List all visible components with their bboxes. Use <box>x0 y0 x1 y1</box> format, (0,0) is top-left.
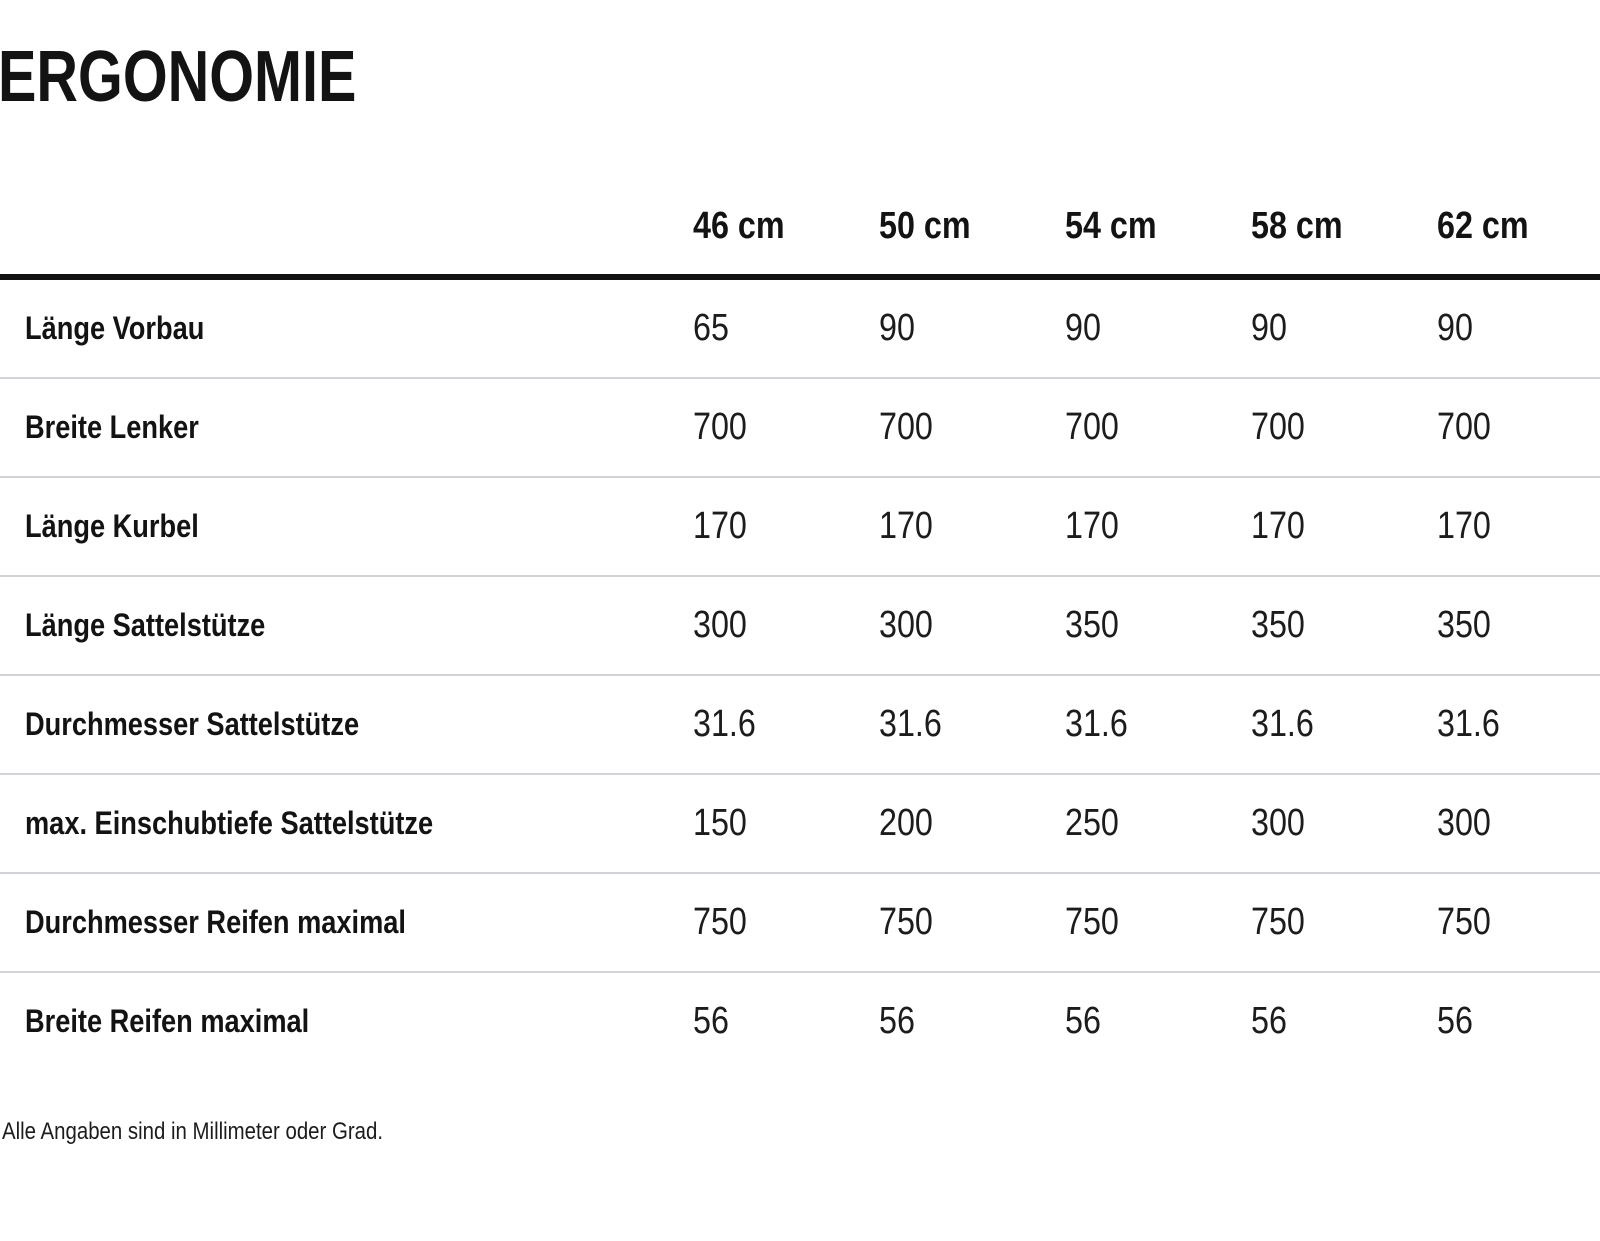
column-header-54cm: 54 cm <box>1065 113 1251 280</box>
cell-value: 170 <box>1437 478 1600 577</box>
cell-value: 31.6 <box>1065 676 1251 775</box>
cell-value: 700 <box>1437 379 1600 478</box>
column-header-50cm: 50 cm <box>879 113 1065 280</box>
spec-table: 46 cm 50 cm 54 cm 58 cm 62 cm Länge Vorb… <box>0 113 1600 1070</box>
cell-value: 350 <box>1251 577 1437 676</box>
cell-value: 31.6 <box>693 676 879 775</box>
table-row-breite-reifen: Breite Reifen maximal 56 56 56 56 56 <box>0 973 1600 1070</box>
row-label: Breite Reifen maximal <box>25 1003 310 1039</box>
column-header-62cm: 62 cm <box>1437 113 1600 280</box>
cell-value: 750 <box>1065 874 1251 973</box>
table-row-laenge-kurbel: Länge Kurbel 170 170 170 170 170 <box>0 478 1600 577</box>
table-row-laenge-vorbau: Länge Vorbau 65 90 90 90 90 <box>0 280 1600 379</box>
cell-value: 56 <box>879 1000 915 1042</box>
cell-value: 170 <box>693 478 879 577</box>
header-empty-cell <box>0 113 693 280</box>
table-row-einschubtiefe-sattelstuetze: max. Einschubtiefe Sattelstütze 150 200 … <box>0 775 1600 874</box>
cell-value: 700 <box>879 379 1065 478</box>
cell-value: 170 <box>1065 478 1251 577</box>
cell-value: 56 <box>693 1000 729 1042</box>
cell-value: 750 <box>1437 874 1600 973</box>
page-title: ERGONOMIE <box>0 37 357 117</box>
table-row-breite-lenker: Breite Lenker 700 700 700 700 700 <box>0 379 1600 478</box>
cell-value: 170 <box>1251 478 1437 577</box>
cell-value: 170 <box>879 478 1065 577</box>
column-header-58cm: 58 cm <box>1251 113 1437 280</box>
cell-value: 31.6 <box>1251 676 1437 775</box>
footnote: Alle Angaben sind in Millimeter oder Gra… <box>2 1118 383 1145</box>
cell-value: 750 <box>693 874 879 973</box>
cell-value: 300 <box>879 577 1065 676</box>
row-label: Durchmesser Sattelstütze <box>0 676 693 775</box>
ergonomics-section: ERGONOMIE 46 cm 50 cm 54 cm 58 cm 62 cm … <box>0 41 1600 1146</box>
cell-value: 56 <box>1437 1000 1473 1042</box>
row-label: max. Einschubtiefe Sattelstütze <box>0 775 693 874</box>
table-row-laenge-sattelstuetze: Länge Sattelstütze 300 300 350 350 350 <box>0 577 1600 676</box>
column-header-46cm: 46 cm <box>693 113 879 280</box>
row-label: Breite Lenker <box>0 379 693 478</box>
cell-value: 300 <box>693 577 879 676</box>
cell-value: 300 <box>1251 775 1437 874</box>
cell-value: 350 <box>1437 577 1600 676</box>
cell-value: 250 <box>1065 775 1251 874</box>
row-label: Länge Sattelstütze <box>0 577 693 676</box>
row-label: Länge Kurbel <box>0 478 693 577</box>
cell-value: 700 <box>1251 379 1437 478</box>
cell-value: 750 <box>1251 874 1437 973</box>
cell-value: 90 <box>1065 280 1251 379</box>
cell-value: 56 <box>1065 1000 1101 1042</box>
row-label: Durchmesser Reifen maximal <box>0 874 693 973</box>
cell-value: 300 <box>1437 775 1600 874</box>
cell-value: 31.6 <box>879 676 1065 775</box>
cell-value: 750 <box>879 874 1065 973</box>
cell-value: 150 <box>693 775 879 874</box>
cell-value: 31.6 <box>1437 676 1600 775</box>
cell-value: 65 <box>693 280 879 379</box>
cell-value: 200 <box>879 775 1065 874</box>
header-row: 46 cm 50 cm 54 cm 58 cm 62 cm <box>0 113 1600 280</box>
cell-value: 700 <box>1065 379 1251 478</box>
cell-value: 700 <box>693 379 879 478</box>
cell-value: 350 <box>1065 577 1251 676</box>
table-row-durchmesser-reifen: Durchmesser Reifen maximal 750 750 750 7… <box>0 874 1600 973</box>
cell-value: 56 <box>1251 1000 1287 1042</box>
cell-value: 90 <box>1251 280 1437 379</box>
cell-value: 90 <box>1437 280 1600 379</box>
table-row-durchmesser-sattelstuetze: Durchmesser Sattelstütze 31.6 31.6 31.6 … <box>0 676 1600 775</box>
row-label: Länge Vorbau <box>0 280 693 379</box>
cell-value: 90 <box>879 280 1065 379</box>
